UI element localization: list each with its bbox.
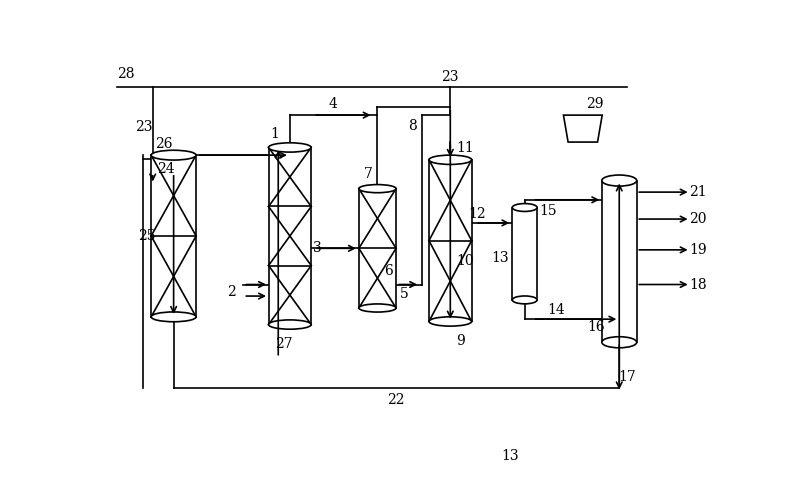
Ellipse shape <box>512 296 537 304</box>
Text: 14: 14 <box>547 303 565 317</box>
Text: 8: 8 <box>408 119 417 133</box>
Text: 25: 25 <box>138 229 156 243</box>
Text: 15: 15 <box>539 204 557 217</box>
Polygon shape <box>359 189 396 308</box>
Polygon shape <box>269 147 311 325</box>
Text: 12: 12 <box>469 206 486 221</box>
Text: 20: 20 <box>690 212 707 226</box>
Text: 6: 6 <box>384 264 393 278</box>
Text: 29: 29 <box>586 97 603 110</box>
Text: 21: 21 <box>690 185 707 199</box>
Ellipse shape <box>429 317 472 326</box>
Ellipse shape <box>359 185 396 193</box>
Text: 4: 4 <box>329 98 338 111</box>
Text: 23: 23 <box>134 120 152 134</box>
Text: 1: 1 <box>270 127 279 141</box>
Text: 7: 7 <box>364 167 373 181</box>
Ellipse shape <box>429 155 472 164</box>
Text: 10: 10 <box>457 254 474 269</box>
Text: 28: 28 <box>117 67 134 81</box>
Text: 24: 24 <box>157 162 174 176</box>
Ellipse shape <box>602 175 637 186</box>
Ellipse shape <box>359 304 396 312</box>
Text: 11: 11 <box>457 141 474 155</box>
Polygon shape <box>512 207 537 300</box>
Polygon shape <box>429 160 472 322</box>
Polygon shape <box>151 155 196 317</box>
Ellipse shape <box>269 320 311 329</box>
Text: 26: 26 <box>155 137 172 151</box>
Text: 23: 23 <box>442 70 459 85</box>
Text: 18: 18 <box>690 278 707 292</box>
Ellipse shape <box>512 204 537 211</box>
Text: 9: 9 <box>457 334 466 348</box>
Text: 3: 3 <box>313 241 322 255</box>
Text: 13: 13 <box>501 449 518 463</box>
Ellipse shape <box>602 337 637 348</box>
Text: 22: 22 <box>387 393 405 407</box>
Polygon shape <box>602 181 637 342</box>
Text: 5: 5 <box>400 287 409 301</box>
Ellipse shape <box>151 150 196 160</box>
Text: 13: 13 <box>491 250 509 264</box>
Text: 27: 27 <box>275 337 293 351</box>
Ellipse shape <box>151 312 196 322</box>
Text: 2: 2 <box>227 285 236 299</box>
Text: 16: 16 <box>587 320 605 334</box>
Text: 19: 19 <box>690 243 707 257</box>
Ellipse shape <box>269 143 311 152</box>
Text: 17: 17 <box>618 370 636 384</box>
